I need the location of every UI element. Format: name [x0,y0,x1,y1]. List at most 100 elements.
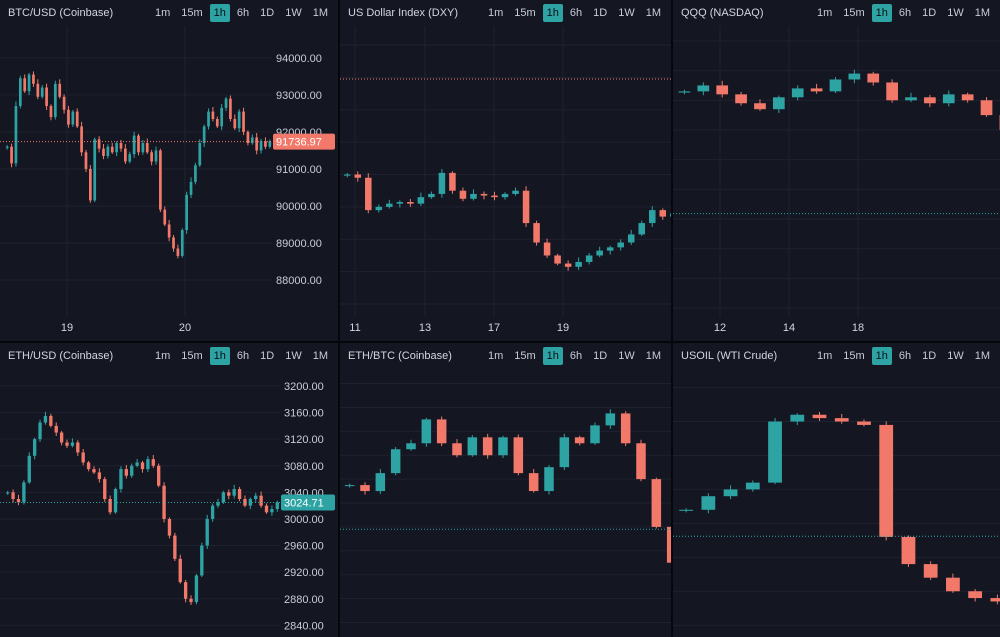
candle-body [43,415,48,423]
chart-panel[interactable]: US Dollar Index (DXY) 1m 15m 1h 6h 1D 1W 1M 100.… [340,0,671,341]
candle-body [467,437,478,456]
candle-body [141,143,145,153]
candle-body [407,202,414,204]
y-tick-label: 88000.00 [276,275,322,287]
timeframe-button[interactable]: 1h [871,4,892,22]
timeframe-button[interactable]: 6h [569,7,583,19]
candle-body [264,505,269,513]
candle-body [390,449,401,474]
timeframe-button[interactable]: 1W [618,7,635,19]
timeframe-button[interactable]: 15m [843,350,865,362]
chart-panel[interactable]: QQQ (NASDAQ) 1m 15m 1h 6h 1D 1W 1M 630.00625.006… [673,0,1000,341]
timeframe-button[interactable]: 15m [843,7,865,19]
timeframe-button[interactable]: 1h [871,347,892,365]
timeframe-button[interactable]: 6h [236,7,250,19]
candle-body [428,193,435,198]
panel-header: BTC/USD (Coinbase) 1m 15m 1h 6h 1D 1W 1M [0,0,338,26]
candle-body [491,195,498,198]
timeframe-button[interactable]: 1m [154,7,171,19]
candle-body [716,85,729,95]
candle-body [354,174,362,178]
timeframe-button[interactable]: 1M [974,350,990,362]
candle-body [360,485,370,492]
chart-panel[interactable]: ETH/USD (Coinbase) 1m 15m 1h 6h 1D 1W 1M 3200.00… [0,343,338,637]
candle-body [417,197,425,204]
candle-body [211,111,215,119]
chart-panel[interactable]: ETH/BTC (Coinbase) 1m 15m 1h 6h 1D 1W 1M 0.03420… [340,343,671,637]
timeframe-button[interactable]: 15m [514,7,536,19]
timeframe-button[interactable]: 1M [645,350,661,362]
candle-body [81,452,85,463]
chart-svg: 3200.003160.003120.003080.003040.003000.… [0,381,335,632]
candle-body [183,582,188,599]
chart-panel[interactable]: USOIL (WTI Crude) 1m 15m 1h 6h 1D 1W 1M 61.5061.… [673,343,1000,637]
timeframe-selector: 1m 15m 1h 6h 1D 1W 1M [151,4,332,22]
y-tick-label: 3200.00 [284,381,324,393]
candle-body [606,247,614,251]
candle-body [110,146,114,153]
timeframe-button[interactable]: 15m [181,7,203,19]
chart-svg: 100.40100.20100.0099.8099.6099.4099.2099… [340,26,671,334]
candle-body [886,82,898,101]
candle-body [65,442,69,446]
timeframe-button[interactable]: 1h [209,4,230,22]
timeframe-button[interactable]: 1M [312,350,328,362]
chart-title: ETH/BTC (Coinbase) [348,350,452,362]
timeframe-button[interactable]: 1W [618,350,635,362]
timeframe-button[interactable]: 1m [816,7,833,19]
candle-body [754,103,766,110]
timeframe-button[interactable]: 1D [922,7,937,19]
candle-body [84,152,88,169]
timeframe-button[interactable]: 1m [816,350,833,362]
candle-body [242,111,245,132]
timeframe-button[interactable]: 6h [569,350,583,362]
candle-body [54,425,58,433]
timeframe-button[interactable]: 1D [260,350,275,362]
timeframe-button[interactable]: 1D [593,350,608,362]
candle-body [596,250,603,256]
timeframe-button[interactable]: 6h [898,7,912,19]
candle-body [140,462,145,470]
timeframe-button[interactable]: 1M [974,7,990,19]
timeframe-button[interactable]: 1D [593,7,608,19]
candle-body [154,150,158,162]
candle-body [255,137,259,151]
timeframe-button[interactable]: 15m [514,350,536,362]
timeframe-button[interactable]: 6h [236,350,250,362]
timeframe-button[interactable]: 1W [285,7,302,19]
timeframe-button[interactable]: 1W [947,7,964,19]
timeframe-button[interactable]: 15m [181,350,203,362]
candle-body [75,111,79,127]
candle-body [901,536,916,565]
timeframe-button[interactable]: 6h [898,350,912,362]
candle-body [86,462,91,470]
timeframe-button[interactable]: 1M [645,7,661,19]
chart-panel[interactable]: BTC/USD (Coinbase) 1m 15m 1h 6h 1D 1W 1M 94000.0… [0,0,338,341]
candle-body [723,489,738,497]
candle-body [627,234,635,243]
chart-svg: 61.5061.0060.5060.0059.5059.0058.5058.00… [673,387,1000,626]
timeframe-button[interactable]: 1m [487,7,504,19]
y-tick-label: 2880.00 [284,594,324,606]
candle-body [16,499,21,503]
timeframe-button[interactable]: 1M [312,7,328,19]
candle-body [167,224,171,238]
timeframe-button[interactable]: 1h [542,347,563,365]
timeframe-button[interactable]: 1h [542,4,563,22]
candle-body [14,106,18,164]
candle-body [745,482,760,490]
candle-body [554,255,561,264]
timeframe-button[interactable]: 1m [487,350,504,362]
timeframe-button[interactable]: 1D [260,7,275,19]
candle-body [946,577,960,592]
timeframe-button[interactable]: 1h [209,347,230,365]
timeframe-button[interactable]: 1m [154,350,171,362]
timeframe-button[interactable]: 1W [285,350,302,362]
candle-body [791,88,804,98]
candle-body [237,489,242,500]
candle-body [237,111,241,129]
timeframe-button[interactable]: 1D [922,350,937,362]
candle-body [189,598,193,603]
timeframe-button[interactable]: 1W [947,350,964,362]
candle-body [59,432,64,443]
